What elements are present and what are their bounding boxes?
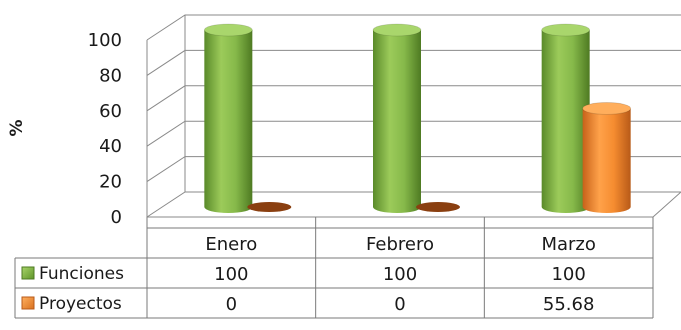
cylinder-body [204, 30, 253, 213]
gridline [146, 156, 681, 183]
gridline [146, 191, 681, 218]
cylinder-funciones-febrero [372, 23, 422, 213]
x-tick-label: Febrero [366, 234, 434, 255]
x-tick-label: Enero [205, 234, 257, 255]
y-tick-label: 20 [99, 172, 122, 193]
y-axis-title: % [7, 119, 27, 136]
y-tick-label: 100 [88, 30, 122, 51]
table-cell-value: 0 [226, 294, 237, 315]
cylinder-top [541, 23, 591, 37]
cylinder-proyectos-marzo [582, 102, 632, 213]
legend-label: Proyectos [39, 294, 122, 314]
table-cell-value: 55.68 [543, 294, 595, 315]
cylinder-body [582, 108, 631, 213]
cylinder-funciones-enero [203, 23, 253, 213]
table-cell-value: 100 [214, 264, 248, 285]
cylinder-proyectos-enero [247, 202, 292, 212]
legend-label: Funciones [39, 264, 124, 284]
x-tick-label: Marzo [541, 234, 595, 255]
y-tick-label: 0 [111, 207, 122, 228]
data-table: Enero Febrero Marzo Funciones 100 100 100 Proye… [14, 217, 654, 319]
cylinder-top [582, 102, 632, 115]
gridline [146, 14, 681, 41]
table-cell-value: 0 [394, 294, 405, 315]
gridline [146, 85, 681, 112]
y-tick-label: 60 [99, 101, 122, 122]
cylinder-base-flat [416, 202, 460, 212]
y-tick-label: 40 [99, 136, 122, 157]
table-cell-value: 100 [383, 264, 417, 285]
legend-swatch-proyectos [21, 296, 35, 310]
cylinder-proyectos-febrero [416, 202, 460, 212]
gridline [146, 120, 681, 147]
table-cell-value: 100 [551, 264, 585, 285]
y-tick-label: 80 [99, 65, 122, 86]
cylinder-top [203, 23, 253, 37]
cylinder-top [372, 23, 422, 37]
gridline [146, 49, 681, 76]
y-axis-ticks: 0 20 40 60 80 100 [88, 30, 122, 228]
cylinder-body [373, 30, 421, 213]
legend-swatch-funciones [21, 266, 35, 280]
bars [203, 23, 632, 213]
cylinder-body [541, 30, 590, 213]
cylinder-base-flat [247, 202, 292, 212]
cylinder-funciones-marzo [541, 23, 591, 213]
